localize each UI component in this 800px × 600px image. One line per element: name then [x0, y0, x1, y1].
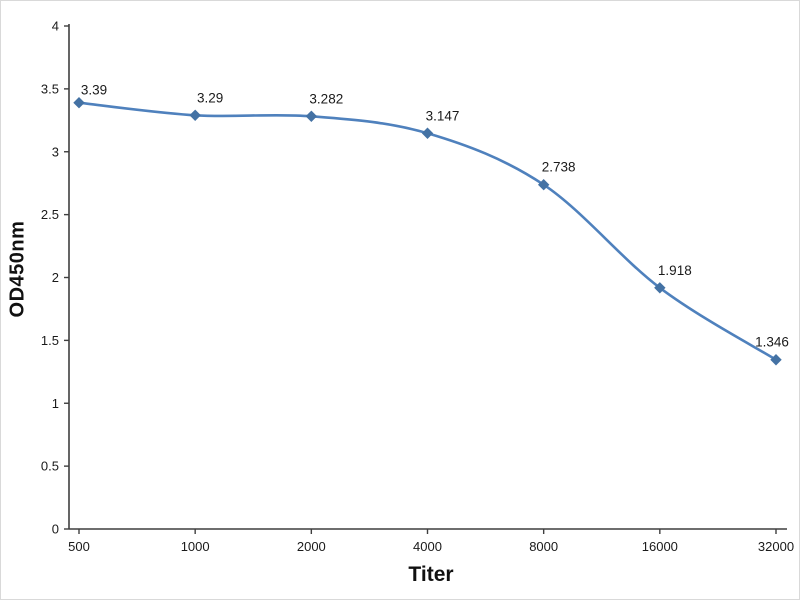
x-tick-label: 8000	[529, 539, 558, 554]
data-point-marker	[770, 354, 782, 366]
data-point-label: 3.29	[197, 90, 223, 105]
y-tick-label: 3.5	[41, 81, 59, 96]
x-tick-label: 1000	[181, 539, 210, 554]
data-point-label: 3.39	[81, 83, 107, 98]
data-point-label: 1.918	[658, 263, 692, 278]
y-tick-label: 4	[52, 19, 59, 34]
y-tick-label: 0.5	[41, 459, 59, 474]
data-point-marker	[189, 109, 201, 121]
y-tick-label: 3	[52, 144, 59, 159]
data-point-marker	[537, 178, 550, 191]
data-point-marker	[73, 97, 85, 109]
x-axis-title: Titer	[408, 563, 454, 586]
x-tick-label: 32000	[758, 539, 794, 554]
y-tick-label: 1	[52, 396, 59, 411]
x-tick-label: 500	[68, 539, 90, 554]
data-point-label: 3.282	[309, 91, 343, 106]
x-tick-label: 4000	[413, 539, 442, 554]
y-tick-label: 2	[52, 270, 59, 285]
data-point-marker	[654, 282, 666, 294]
y-axis-title: OD450nm	[6, 220, 29, 318]
y-tick-label: 2.5	[41, 207, 59, 222]
data-point-label: 3.147	[426, 108, 460, 123]
data-point-label: 2.738	[542, 160, 576, 175]
data-point-label: 1.346	[755, 335, 789, 350]
y-tick-label: 1.5	[41, 333, 59, 348]
y-tick-label: 0	[52, 522, 59, 537]
x-tick-label: 2000	[297, 539, 326, 554]
data-point-marker	[305, 110, 318, 122]
x-tick-label: 16000	[642, 539, 678, 554]
series-line	[77, 101, 778, 362]
data-point-marker	[421, 127, 434, 139]
